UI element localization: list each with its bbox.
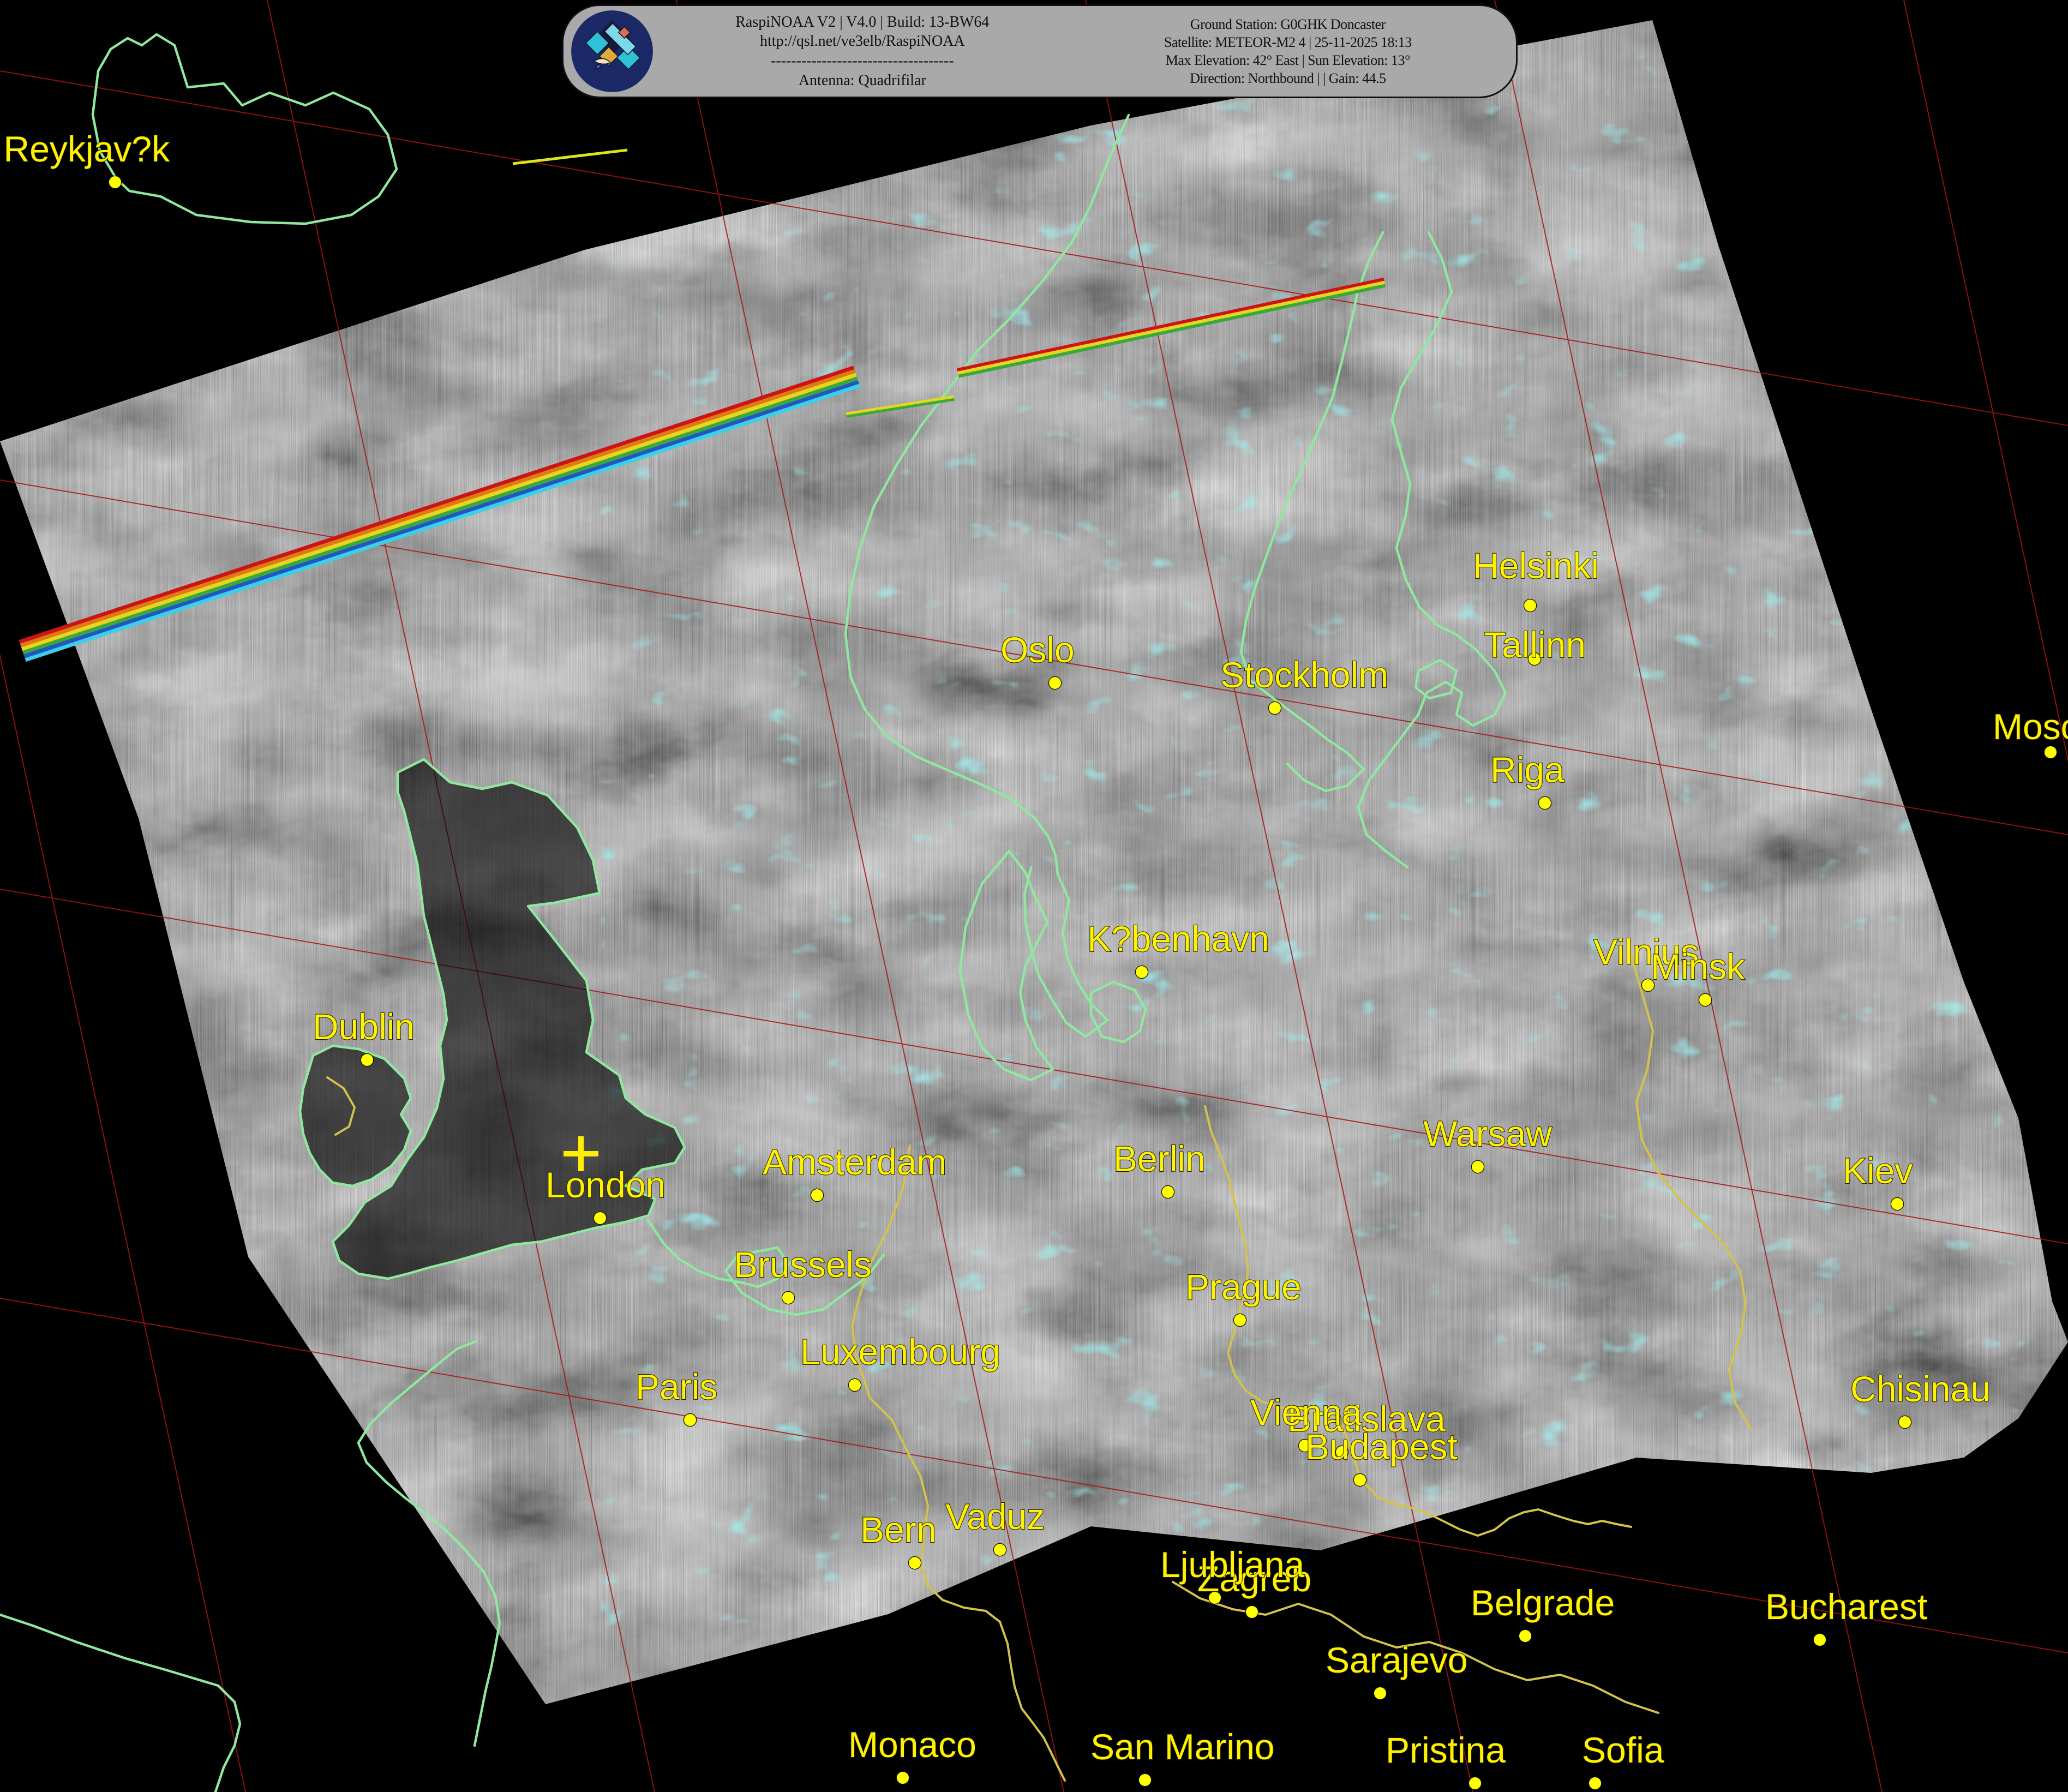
svg-text:San Marino: San Marino xyxy=(1090,1727,1275,1767)
svg-text:K?benhavn: K?benhavn xyxy=(1087,919,1269,959)
svg-text:Luxembourg: Luxembourg xyxy=(800,1332,1000,1372)
svg-text:Moscow: Moscow xyxy=(1993,706,2068,747)
svg-text:London: London xyxy=(546,1165,666,1205)
svg-text:Stockholm: Stockholm xyxy=(1220,655,1388,695)
svg-text:Vaduz: Vaduz xyxy=(945,1496,1045,1537)
svg-text:Oslo: Oslo xyxy=(1000,630,1075,670)
svg-text:Berlin: Berlin xyxy=(1113,1138,1206,1179)
svg-text:Brussels: Brussels xyxy=(734,1244,872,1285)
svg-text:Sarajevo: Sarajevo xyxy=(1326,1640,1468,1680)
svg-text:Monaco: Monaco xyxy=(848,1724,976,1765)
svg-text:Kiev: Kiev xyxy=(1843,1150,1913,1191)
svg-text:Amsterdam: Amsterdam xyxy=(763,1142,946,1182)
svg-text:Dublin: Dublin xyxy=(313,1006,415,1047)
svg-text:Riga: Riga xyxy=(1490,750,1565,790)
svg-text:Ljubljana: Ljubljana xyxy=(1160,1544,1305,1585)
svg-text:Budapest: Budapest xyxy=(1305,1427,1458,1467)
svg-text:Prague: Prague xyxy=(1185,1267,1302,1307)
svg-text:Paris: Paris xyxy=(636,1367,717,1407)
svg-text:Helsinki: Helsinki xyxy=(1473,546,1599,586)
svg-text:Warsaw: Warsaw xyxy=(1423,1113,1552,1154)
svg-text:Minsk: Minsk xyxy=(1651,946,1745,987)
svg-text:Bucharest: Bucharest xyxy=(1765,1586,1927,1627)
svg-text:Belgrade: Belgrade xyxy=(1471,1583,1615,1623)
svg-text:Sofia: Sofia xyxy=(1582,1730,1664,1770)
svg-text:Reykjav?k: Reykjav?k xyxy=(4,129,170,169)
svg-text:Pristina: Pristina xyxy=(1386,1730,1506,1770)
svg-text:Tallinn: Tallinn xyxy=(1484,625,1586,665)
svg-text:Bern: Bern xyxy=(860,1509,936,1550)
svg-text:Chisinau: Chisinau xyxy=(1850,1369,1991,1409)
